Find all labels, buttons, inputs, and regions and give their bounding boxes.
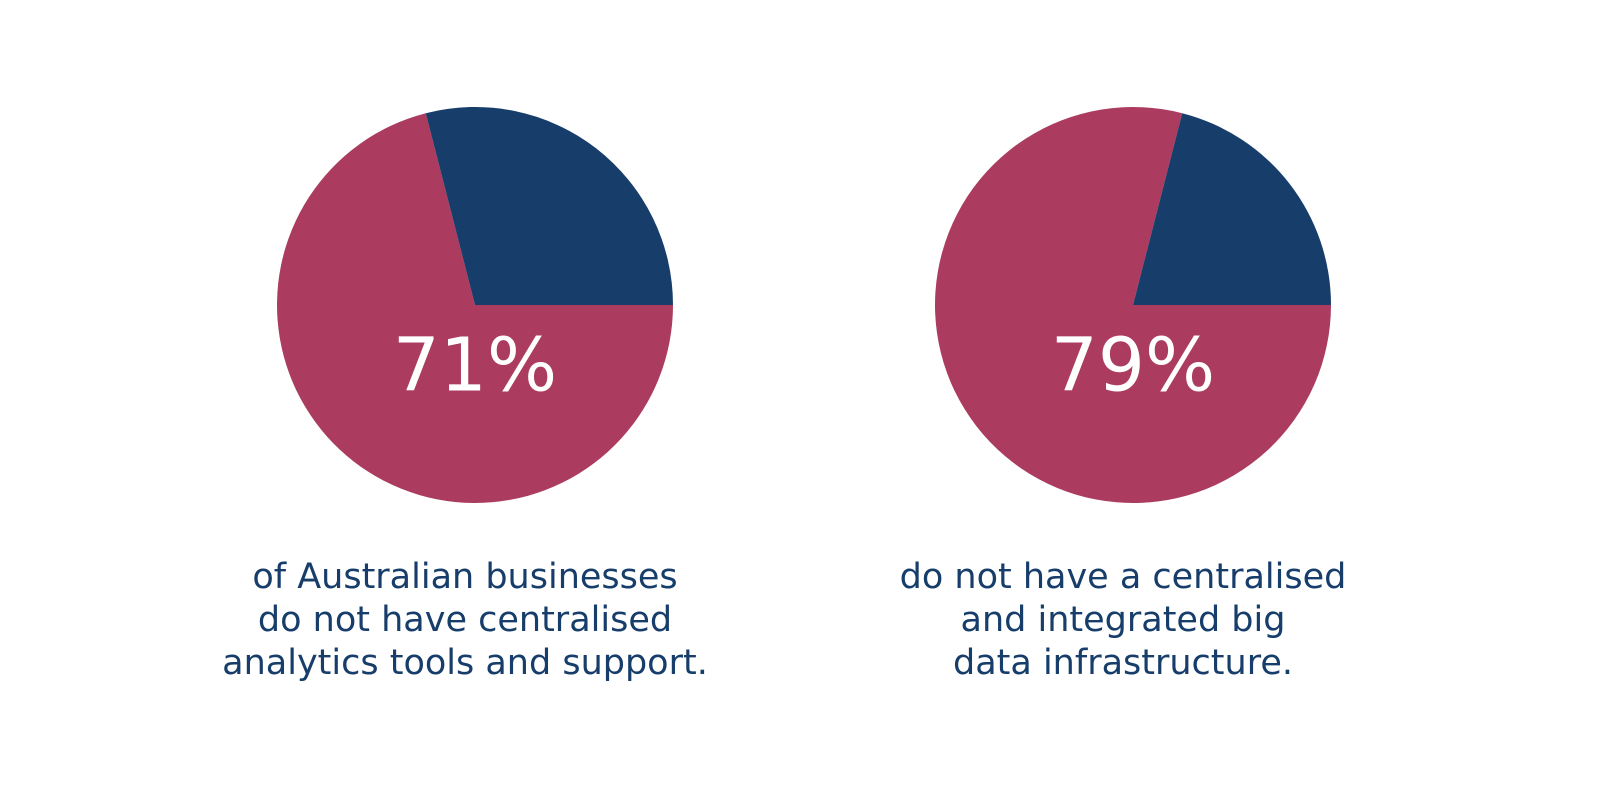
- caption-line: of Australian businesses: [252, 557, 677, 597]
- caption-line: and integrated big: [961, 600, 1286, 640]
- percent-label: 79%: [1051, 323, 1215, 409]
- percent-label: 71%: [393, 323, 557, 409]
- pie-slice: [1133, 113, 1331, 305]
- caption-line: do not have a centralised: [900, 557, 1347, 597]
- caption-line: analytics tools and support.: [222, 643, 708, 683]
- pie-slice: [425, 107, 673, 305]
- caption-line: data infrastructure.: [953, 643, 1293, 683]
- pie-slice: [276, 113, 673, 504]
- caption-line: do not have centralised: [258, 600, 672, 640]
